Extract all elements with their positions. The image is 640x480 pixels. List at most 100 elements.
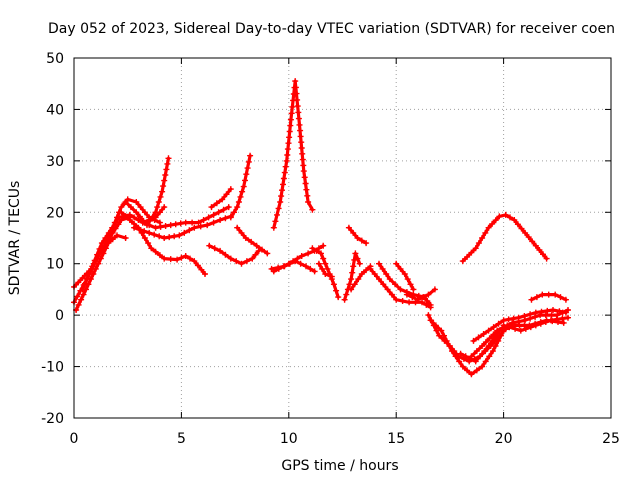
data-point: [278, 193, 285, 200]
data-point: [548, 312, 555, 319]
series-arc-13: [270, 78, 316, 231]
data-point: [252, 251, 259, 258]
data-point: [141, 209, 148, 216]
data-point: [174, 256, 181, 263]
data-point: [208, 204, 215, 211]
data-point: [136, 226, 143, 233]
series-arc-07: [139, 204, 168, 226]
data-point: [249, 255, 256, 262]
series-arc-31: [528, 291, 569, 303]
data-point: [244, 165, 251, 172]
data-point: [112, 219, 119, 226]
data-point: [397, 286, 404, 293]
data-point: [156, 219, 163, 226]
data-point: [343, 291, 350, 298]
data-point: [79, 286, 86, 293]
data-point: [419, 299, 425, 306]
data-point: [95, 260, 102, 267]
data-point: [470, 337, 477, 344]
data-point: [505, 316, 512, 323]
data-point: [556, 308, 563, 315]
data-point: [543, 255, 550, 262]
series-arc-17: [315, 260, 335, 280]
data-point: [210, 211, 217, 218]
data-point: [109, 236, 116, 243]
data-point: [522, 229, 529, 236]
data-point: [167, 256, 174, 263]
plot-frame: [73, 57, 612, 419]
data-point: [233, 258, 240, 265]
data-point: [294, 103, 301, 110]
data-point: [191, 258, 198, 265]
data-point: [425, 312, 432, 319]
data-point: [532, 322, 539, 329]
data-point: [451, 348, 458, 355]
data-point: [91, 257, 98, 264]
data-point: [351, 256, 358, 263]
data-point: [240, 183, 247, 190]
data-point: [238, 229, 245, 236]
data-point: [502, 211, 509, 218]
data-point: [330, 281, 337, 288]
data-point: [507, 214, 513, 221]
axes: 0 5 10 15 20 25 -20 -10 0 10 20 30 40 50: [41, 51, 620, 447]
data-point: [294, 255, 301, 262]
data-point: [162, 172, 169, 178]
data-point: [464, 367, 471, 374]
data-point: [456, 358, 463, 365]
data-point: [78, 296, 85, 303]
data-point: [547, 317, 554, 324]
data-point: [376, 260, 382, 267]
data-point: [532, 242, 539, 249]
data-point: [280, 175, 287, 182]
data-point: [89, 263, 96, 270]
data-point: [275, 265, 282, 272]
data-point: [318, 250, 324, 257]
data-point: [532, 309, 539, 316]
data-point: [171, 233, 178, 240]
data-point: [371, 271, 378, 277]
data-point: [280, 181, 286, 188]
data-point: [350, 229, 357, 236]
data-point: [161, 204, 168, 211]
data-point: [126, 217, 133, 223]
data-point: [544, 307, 551, 314]
data-point: [341, 296, 348, 303]
data-point: [146, 217, 153, 223]
data-point: [486, 335, 493, 342]
data-point: [529, 238, 536, 245]
data-point: [87, 276, 94, 283]
data-point: [200, 217, 207, 223]
data-point: [297, 127, 304, 134]
data-point: [384, 286, 391, 293]
series-line: [229, 154, 252, 219]
data-point: [346, 281, 353, 288]
data-point: [514, 221, 521, 228]
data-point: [500, 322, 507, 329]
series-arc-24: [403, 286, 438, 303]
data-point: [141, 228, 148, 235]
data-point: [553, 316, 560, 323]
data-point: [74, 293, 81, 300]
data-point: [102, 235, 109, 241]
data-point: [301, 174, 308, 181]
y-tick-label: 30: [46, 154, 64, 170]
data-point: [286, 134, 293, 141]
x-tick-label: 15: [387, 431, 405, 447]
data-point: [486, 353, 493, 360]
data-point: [217, 217, 224, 223]
data-point: [303, 186, 310, 193]
data-point: [189, 219, 196, 226]
series-arc-22: [367, 265, 434, 311]
data-point: [292, 78, 299, 85]
data-point: [127, 204, 134, 211]
data-point: [521, 313, 528, 319]
data-point: [304, 192, 311, 199]
data-point: [133, 199, 140, 205]
data-point: [255, 247, 262, 254]
data-point: [428, 317, 435, 324]
data-point: [194, 262, 201, 269]
data-point: [187, 255, 193, 262]
data-point: [234, 204, 241, 211]
